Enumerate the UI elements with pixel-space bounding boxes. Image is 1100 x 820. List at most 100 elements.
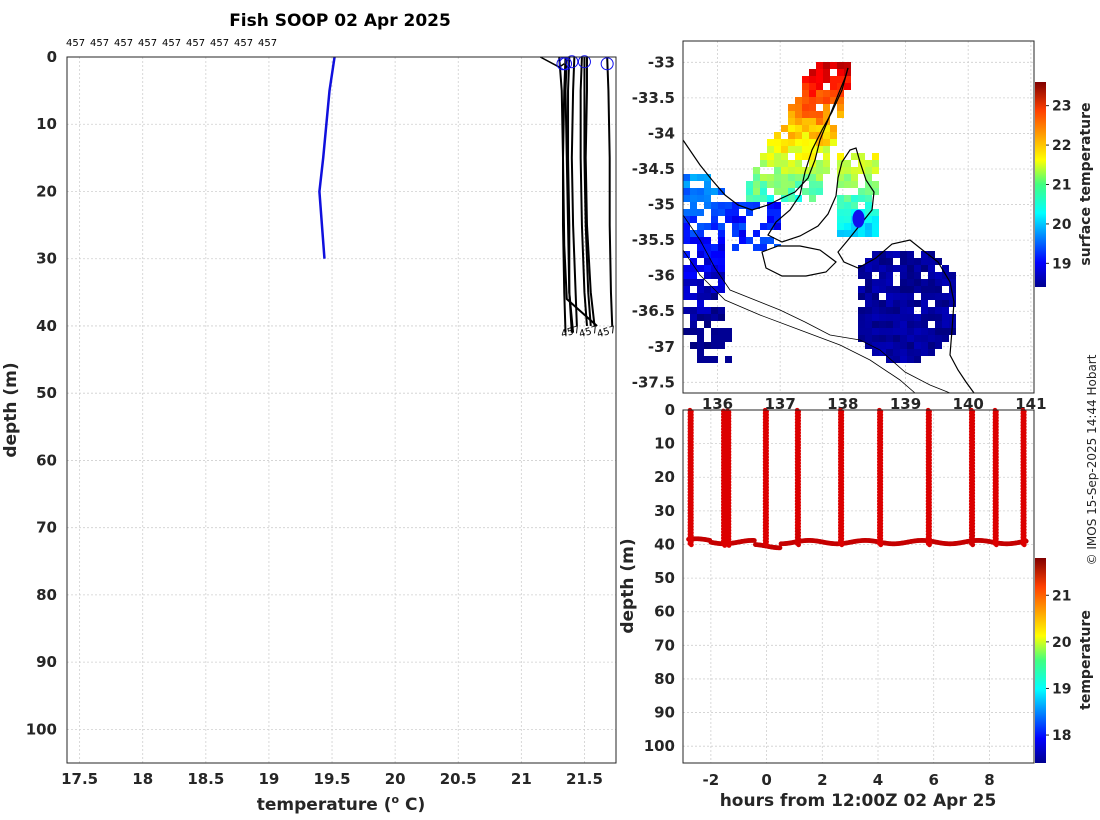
sst-cell bbox=[914, 258, 921, 265]
sst-cell bbox=[914, 356, 921, 363]
sst-cell bbox=[872, 335, 879, 342]
sst-cell bbox=[900, 349, 907, 356]
time-depth-x-tick-label: -2 bbox=[703, 771, 720, 789]
profile-x-tick-label: 19.5 bbox=[314, 770, 351, 788]
sst-cell bbox=[886, 279, 893, 286]
sst-cell bbox=[725, 209, 732, 216]
profile-y-label: depth (m) bbox=[1, 362, 21, 457]
profile-frame bbox=[66, 56, 617, 764]
sst-cell bbox=[886, 356, 893, 363]
sst-cell bbox=[816, 167, 823, 174]
sst-cell bbox=[942, 328, 949, 335]
sst-cell bbox=[690, 265, 697, 272]
sst-cell bbox=[907, 342, 914, 349]
time-depth-x-tick-label: 8 bbox=[984, 771, 994, 789]
sst-cell bbox=[732, 202, 739, 209]
sst-cell bbox=[704, 237, 711, 244]
profile-y-tick-label: 50 bbox=[36, 384, 57, 402]
sst-cell bbox=[830, 76, 837, 83]
sst-cell bbox=[830, 139, 837, 146]
sst-cell bbox=[788, 104, 795, 111]
map-temperature-field bbox=[683, 62, 956, 363]
sst-cell bbox=[704, 321, 711, 328]
sst-cell bbox=[872, 209, 879, 216]
sst-cell bbox=[774, 216, 781, 223]
profile-y-tick-label: 100 bbox=[26, 720, 57, 738]
sst-cell bbox=[872, 188, 879, 195]
time-depth-x-label: hours from 12:00Z 02 Apr 25 bbox=[720, 791, 997, 811]
sst-cell bbox=[921, 342, 928, 349]
surface-marker bbox=[565, 55, 579, 69]
map-colorbar-tick-label: 22 bbox=[1052, 138, 1071, 154]
sst-cell bbox=[837, 216, 844, 223]
sst-cell bbox=[767, 160, 774, 167]
sst-cell bbox=[823, 160, 830, 167]
sst-cell bbox=[907, 314, 914, 321]
time-depth-y-tick-label: 50 bbox=[654, 569, 675, 587]
sst-cell bbox=[837, 62, 844, 69]
time-depth-points bbox=[686, 407, 1029, 551]
sst-cell bbox=[942, 265, 949, 272]
sst-cell bbox=[900, 335, 907, 342]
sst-cell bbox=[711, 356, 718, 363]
sst-cell bbox=[844, 202, 851, 209]
sst-cell bbox=[795, 153, 802, 160]
surface-marker bbox=[577, 55, 591, 69]
sst-cell bbox=[837, 153, 844, 160]
sst-cell bbox=[767, 216, 774, 223]
sst-cell bbox=[725, 335, 732, 342]
map-colorbar bbox=[1035, 82, 1046, 287]
sst-cell bbox=[802, 188, 809, 195]
map-x-tick-label: 139 bbox=[890, 395, 921, 413]
sst-cell bbox=[907, 258, 914, 265]
sst-cell bbox=[704, 314, 711, 321]
profile-lines bbox=[318, 56, 614, 333]
sst-cell bbox=[718, 314, 725, 321]
sst-cell bbox=[690, 188, 697, 195]
sst-cell bbox=[809, 69, 816, 76]
sst-cell bbox=[893, 328, 900, 335]
sst-cell bbox=[823, 132, 830, 139]
sst-cell bbox=[816, 111, 823, 118]
sst-cell bbox=[928, 307, 935, 314]
sst-cell bbox=[844, 83, 851, 90]
sst-cell bbox=[753, 181, 760, 188]
sst-cell bbox=[914, 265, 921, 272]
sst-cell bbox=[879, 279, 886, 286]
sst-cell bbox=[697, 349, 704, 356]
sst-cell bbox=[704, 286, 711, 293]
sst-cell bbox=[683, 223, 690, 230]
sst-cell bbox=[830, 83, 837, 90]
sst-cell bbox=[837, 174, 844, 181]
map-y-tick-label: -35.5 bbox=[632, 231, 675, 249]
sst-cell bbox=[802, 104, 809, 111]
sst-cell bbox=[774, 188, 781, 195]
sst-cell bbox=[690, 328, 697, 335]
sst-cell bbox=[816, 188, 823, 195]
sst-cell bbox=[851, 181, 858, 188]
profile-line bbox=[567, 56, 575, 333]
sst-cell bbox=[858, 188, 865, 195]
gulf-east-and-coast bbox=[767, 67, 975, 393]
sst-cell bbox=[816, 146, 823, 153]
sst-cell bbox=[774, 153, 781, 160]
sst-cell bbox=[879, 314, 886, 321]
bathymetry-contour-deep bbox=[683, 249, 916, 393]
sst-cell bbox=[809, 181, 816, 188]
sst-cell bbox=[697, 188, 704, 195]
sst-cell bbox=[781, 188, 788, 195]
profile-line bbox=[584, 57, 596, 327]
sst-cell bbox=[921, 251, 928, 258]
sst-cell bbox=[872, 230, 879, 237]
profile-y-tick-label: 30 bbox=[36, 250, 57, 268]
sst-cell bbox=[844, 216, 851, 223]
time-depth-grid bbox=[683, 409, 1034, 763]
sst-cell bbox=[823, 139, 830, 146]
profile-x-tick-label: 18.5 bbox=[187, 770, 224, 788]
sst-cell bbox=[844, 69, 851, 76]
sst-cell bbox=[844, 223, 851, 230]
sst-cell bbox=[837, 76, 844, 83]
sst-cell bbox=[697, 251, 704, 258]
sst-cell bbox=[893, 286, 900, 293]
sst-cell bbox=[851, 153, 858, 160]
